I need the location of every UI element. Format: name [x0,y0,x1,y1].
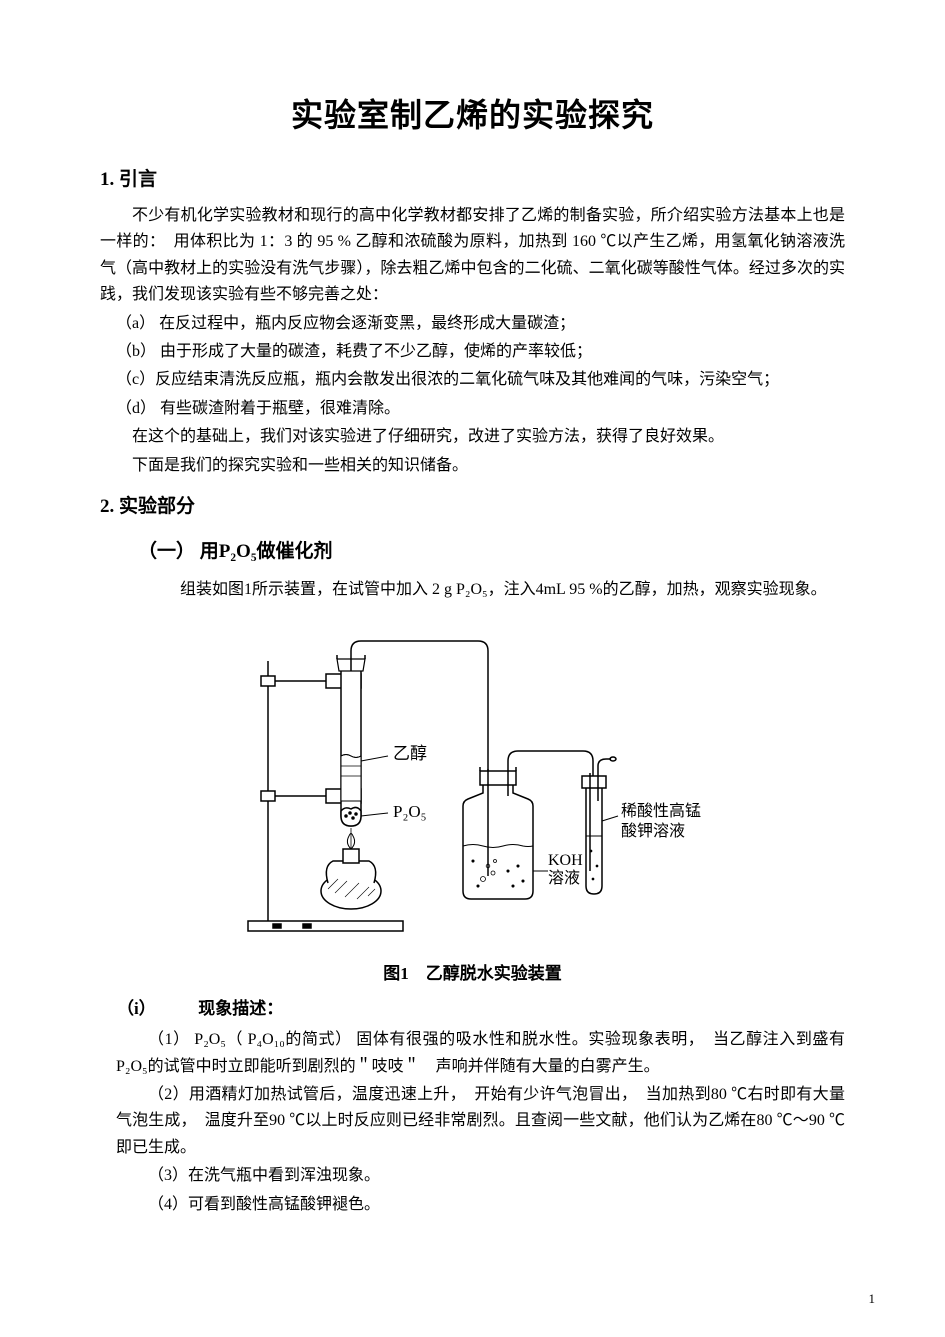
label-koh-2: 溶液 [548,869,580,887]
subsection1-heading: （一） 用P₂O₅做催化剂 [138,536,845,563]
observations-heading: （i） 现象描述： [117,994,845,1019]
observation-4: （4）可看到酸性高锰酸钾褪色。 [116,1192,845,1218]
figure1-caption: 图1 乙醇脱水实验装置 [100,959,845,984]
observation-2: （2）用酒精灯加热试管后，温度迅速上升， 开始有少许气泡冒出， 当加热到80 ℃… [116,1082,845,1161]
label-koh-1: KOH [548,852,583,869]
subsection1-instruction: 组装如图1所示装置，在试管中加入 2 g P₂O₅，注入4mL 95 %的乙醇，… [180,577,845,603]
page-number: 1 [869,1291,876,1307]
section1-item-c: （c）反应结束清洗反应瓶，瓶内会散发出很浓的二氧化硫气味及其他难闻的气味，污染空… [116,367,845,393]
section1-para1: 不少有机化学实验教材和现行的高中化学教材都安排了乙烯的制备实验，所介绍实验方法基… [100,203,845,309]
apparatus-diagram: 乙醇 P₂O₅ KOH 溶液 稀酸性高锰 酸钾溶液 [213,621,733,951]
observation-3: （3）在洗气瓶中看到浑浊现象。 [116,1163,845,1189]
label-kmno4-1: 稀酸性高锰 [621,802,701,820]
section1-para2: 在这个的基础上，我们对该实验进了仔细研究，改进了实验方法，获得了良好效果。 [100,424,845,450]
section1-item-a: （a） 在反过程中，瓶内反应物会逐渐变黑，最终形成大量碳渣； [116,311,845,337]
section1-para3: 下面是我们的探究实验和一些相关的知识储备。 [100,453,845,479]
document-title: 实验室制乙烯的实验探究 [100,90,845,136]
section1-item-b: （b） 由于形成了大量的碳渣，耗费了不少乙醇，使烯的产率较低； [116,339,845,365]
label-kmno4-2: 酸钾溶液 [621,822,685,840]
label-ethanol: 乙醇 [393,744,427,763]
section1-item-d: （d） 有些碳渣附着于瓶壁，很难清除。 [116,396,845,422]
section1-heading: 1. 引言 [100,164,845,191]
section2-heading: 2. 实验部分 [100,491,845,518]
observation-1: （1） P₂O₅（ P₄O₁₀的简式） 固体有很强的吸水性和脱水性。实验现象表明… [116,1027,845,1080]
figure1-container: 乙醇 P₂O₅ KOH 溶液 稀酸性高锰 酸钾溶液 图1 乙醇脱水实验装置 [100,621,845,984]
label-p2o5: P₂O₅ [393,802,427,821]
